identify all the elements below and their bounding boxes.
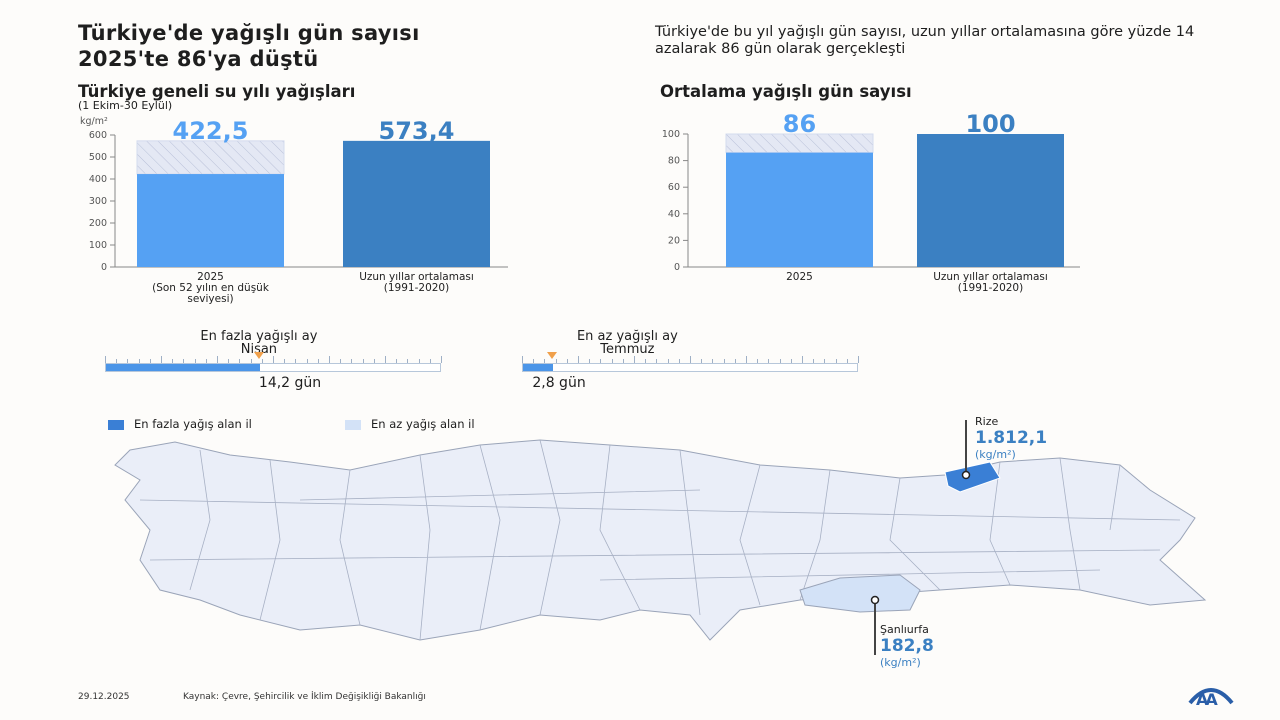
sanliurfa-name: Şanlıurfa	[880, 623, 929, 636]
bar	[343, 140, 490, 267]
y-tick-label: 40	[668, 209, 680, 220]
month-track	[522, 363, 858, 372]
category-label: seviyesi)	[187, 293, 233, 305]
category-label: 2025	[786, 271, 813, 283]
y-tick-label: 100	[89, 240, 107, 251]
bar	[917, 134, 1064, 267]
month-fill	[106, 364, 260, 371]
chart1-subtitle: (1 Ekim-30 Eylül)	[78, 99, 173, 112]
month-value: 2,8 gün	[532, 375, 586, 391]
rize-unit: (kg/m²)	[975, 448, 1016, 461]
y-tick-label: 300	[89, 196, 107, 207]
category-label: (1991-2020)	[384, 282, 449, 294]
bar-gap-hatch	[136, 140, 285, 175]
month-bar-0: En fazla yağışlı ay Nisan 14,2 gün	[105, 328, 442, 391]
legend-swatch-max	[108, 419, 124, 430]
aa-logo-mark: AA	[1188, 688, 1234, 709]
bar-value-label: 422,5	[173, 117, 249, 145]
legend-label-max: En fazla yağış alan il	[134, 417, 252, 431]
sanliurfa-value: 182,8	[880, 636, 934, 656]
bar	[726, 152, 873, 267]
category-label: 2025	[197, 271, 224, 283]
bar	[137, 174, 284, 267]
y-tick-label: 200	[89, 218, 107, 229]
month-scale-ticks	[522, 328, 859, 364]
province-rize	[944, 461, 1001, 493]
province-sanliurfa	[799, 574, 921, 613]
bar-value-label: 573,4	[379, 117, 455, 145]
legend-max: En fazla yağış alan il	[108, 417, 252, 431]
lede-text: Türkiye'de bu yıl yağışlı gün sayısı, uz…	[655, 24, 1195, 57]
y-tick-label: 80	[668, 156, 680, 167]
bar-gap-hatch	[725, 133, 874, 154]
month-value: 14,2 gün	[258, 375, 322, 391]
svg-text:AA: AA	[1196, 690, 1218, 707]
turkey-outline	[114, 439, 1207, 641]
rize-callout: Rize 1.812,1 (kg/m²)	[975, 415, 1047, 461]
footer-date: 29.12.2025	[78, 692, 130, 702]
title-line-2: 2025'te 86'ya düştü	[78, 47, 319, 71]
chart2-svg: 0 20 40 60 80 100 86 2025 100 Uzun yıllar ortalam…	[662, 110, 1080, 294]
sanliurfa-unit: (kg/m²)	[880, 656, 921, 669]
y-tick-label: 60	[668, 182, 680, 193]
rize-pin	[961, 470, 971, 480]
bar-value-label: 100	[965, 110, 1015, 138]
sanliurfa-callout: Şanlıurfa 182,8 (kg/m²)	[880, 623, 934, 669]
aa-logo: AA	[1186, 683, 1236, 712]
month-scale-ticks	[105, 328, 442, 364]
month-track	[105, 363, 441, 372]
month-fill	[523, 364, 554, 371]
bar-value-label: 86	[783, 110, 816, 138]
month-bar-1: En az yağışlı ay Temmuz 2,8 gün	[522, 328, 859, 391]
category-label: Uzun yıllar ortalaması	[359, 271, 474, 283]
y-tick-label: 400	[89, 174, 107, 185]
y-tick-label: 600	[89, 130, 107, 141]
month-marker-icon	[547, 352, 558, 359]
chart2: 0 20 40 60 80 100 86 2025 100 Uzun yıllar ortalam…	[645, 110, 1095, 310]
y-tick-label: 20	[668, 235, 680, 246]
rize-name: Rize	[975, 415, 999, 428]
sanliurfa-pin	[870, 595, 880, 605]
month-marker-icon	[253, 352, 264, 359]
y-tick-label: 100	[662, 129, 680, 140]
title-line-1: Türkiye'de yağışlı gün sayısı	[78, 21, 420, 45]
chart1-ylabel: kg/m²	[80, 116, 108, 127]
y-tick-label: 500	[89, 152, 107, 163]
chart2-title: Ortalama yağışlı gün sayısı	[660, 82, 912, 101]
legend-label-min: En az yağış alan il	[371, 417, 475, 431]
category-label: Uzun yıllar ortalaması	[933, 271, 1048, 283]
category-label: (Son 52 yılın en düşük	[152, 282, 270, 294]
month-heading: En fazla yağışlı ay Nisan	[200, 329, 318, 357]
chart1-svg: 0 100 200 300 400 500 600 422,5 2025(Son 52 yılı…	[89, 117, 508, 305]
category-label: (1991-2020)	[958, 282, 1023, 294]
chart1-title: Türkiye geneli su yılı yağışları	[78, 82, 356, 101]
chart1: 0 100 200 300 400 500 600 422,5 2025 (Son 52 yılı…	[70, 110, 520, 310]
footer-source: Kaynak: Çevre, Şehircilik ve İklim Değiş…	[183, 692, 426, 702]
legend-min: En az yağış alan il	[345, 417, 475, 431]
month-heading: En az yağışlı ay Temmuz	[576, 329, 678, 357]
y-tick-label: 0	[674, 262, 680, 273]
rize-value: 1.812,1	[975, 428, 1048, 448]
province-borders	[139, 439, 1181, 641]
page-title: Türkiye'de yağışlı gün sayısı 2025'te 86…	[78, 20, 420, 72]
legend-swatch-min	[345, 419, 361, 430]
y-tick-label: 0	[101, 262, 107, 273]
